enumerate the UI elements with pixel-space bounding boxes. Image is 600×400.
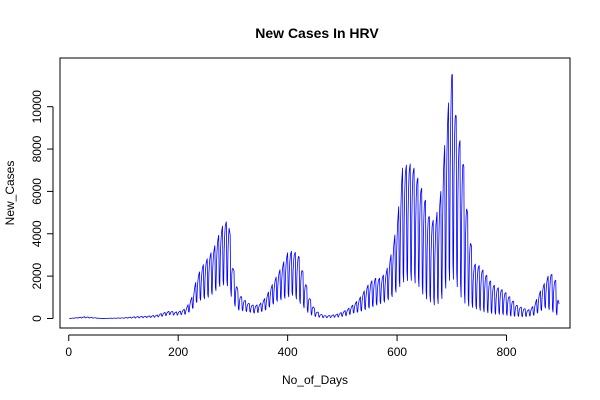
y-tick-label: 8000 [30, 135, 44, 162]
y-axis: 0 2000 4000 6000 8000 10000 [30, 90, 54, 322]
chart-title: New Cases In HRV [255, 25, 379, 41]
series-layer [69, 74, 560, 319]
series-line-0 [69, 74, 560, 319]
x-axis-label: No_of_Days [282, 373, 348, 387]
y-tick-label: 4000 [30, 220, 44, 247]
x-tick-label: 600 [387, 345, 407, 359]
x-tick-label: 400 [278, 345, 298, 359]
y-tick-label: 0 [30, 315, 44, 322]
y-tick-label: 10000 [30, 90, 44, 124]
plot-frame [59, 57, 571, 329]
x-tick-label: 0 [65, 345, 72, 359]
x-axis: 0 200 400 600 800 [65, 334, 517, 359]
x-tick-label: 200 [168, 345, 188, 359]
y-axis-label: New_Cases [3, 161, 17, 226]
y-tick-label: 2000 [30, 262, 44, 289]
y-tick-label: 6000 [30, 178, 44, 205]
x-tick-label: 800 [497, 345, 517, 359]
